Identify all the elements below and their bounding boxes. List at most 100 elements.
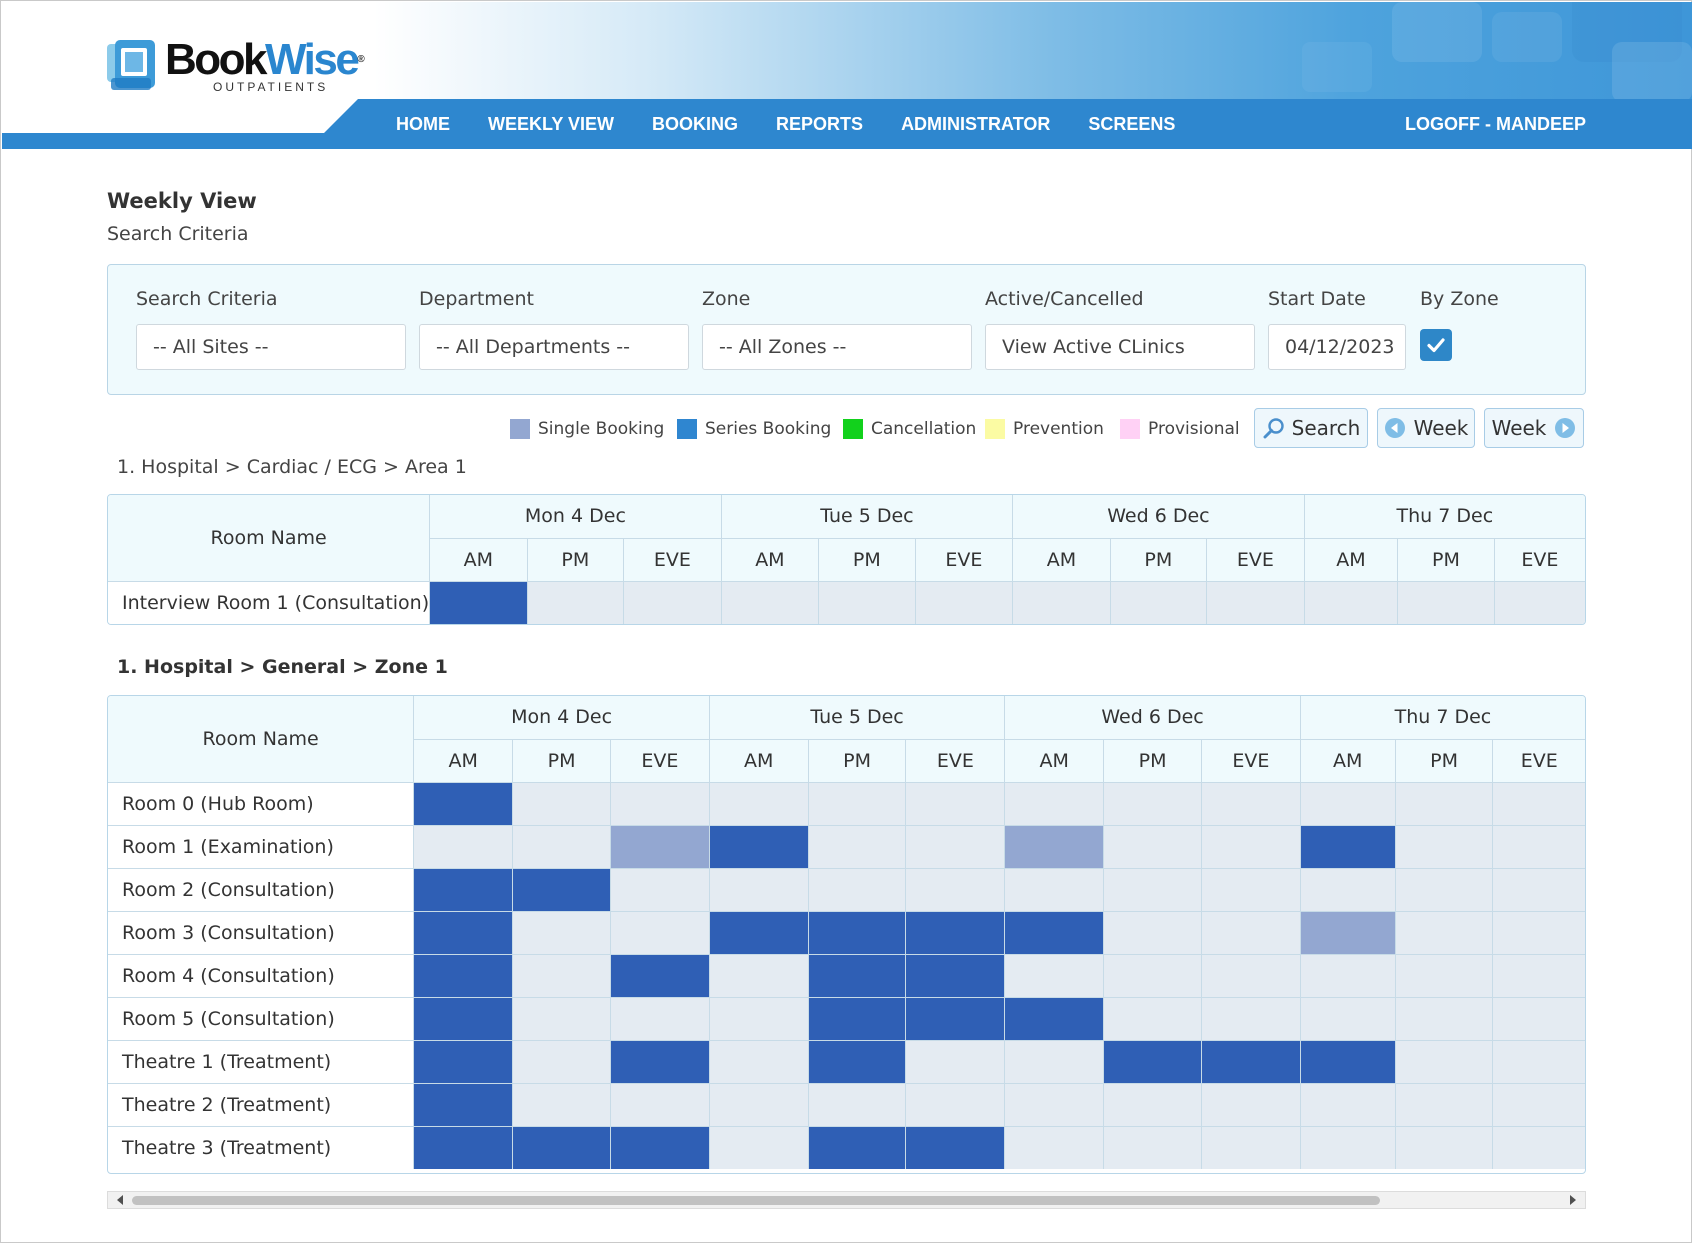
empty-slot-cell[interactable] bbox=[708, 996, 809, 1041]
prev-week-button[interactable]: Week bbox=[1377, 408, 1475, 448]
empty-slot-cell[interactable] bbox=[609, 996, 710, 1041]
series-booking-cell[interactable] bbox=[905, 910, 1006, 955]
series-booking-cell[interactable] bbox=[905, 953, 1006, 998]
empty-slot-cell[interactable] bbox=[609, 910, 710, 955]
empty-slot-cell[interactable] bbox=[807, 1082, 907, 1127]
start-date-input[interactable]: 04/12/2023 bbox=[1268, 324, 1406, 370]
empty-slot-cell[interactable] bbox=[1492, 867, 1585, 912]
empty-slot-cell[interactable] bbox=[512, 824, 611, 869]
room-name[interactable]: Theatre 1 (Treatment) bbox=[108, 1039, 415, 1084]
empty-slot-cell[interactable] bbox=[1299, 953, 1396, 998]
empty-slot-cell[interactable] bbox=[512, 996, 611, 1041]
empty-slot-cell[interactable] bbox=[1200, 1082, 1301, 1127]
room-name[interactable]: Interview Room 1 (Consultation) bbox=[108, 580, 431, 624]
series-booking-cell[interactable] bbox=[609, 1125, 710, 1169]
room-name[interactable]: Room 0 (Hub Room) bbox=[108, 781, 415, 826]
scroll-left-icon[interactable] bbox=[117, 1195, 123, 1205]
empty-slot-cell[interactable] bbox=[1394, 996, 1494, 1041]
series-booking-cell[interactable] bbox=[512, 1125, 611, 1169]
series-booking-cell[interactable] bbox=[905, 1125, 1006, 1169]
series-booking-cell[interactable] bbox=[1004, 996, 1105, 1041]
empty-slot-cell[interactable] bbox=[1004, 953, 1105, 998]
empty-slot-cell[interactable] bbox=[1103, 953, 1202, 998]
empty-slot-cell[interactable] bbox=[914, 580, 1014, 624]
empty-slot-cell[interactable] bbox=[1492, 1125, 1585, 1169]
series-booking-cell[interactable] bbox=[807, 953, 907, 998]
by-zone-checkbox[interactable] bbox=[1420, 329, 1452, 361]
series-booking-cell[interactable] bbox=[1103, 1039, 1202, 1084]
series-booking-cell[interactable] bbox=[1299, 824, 1396, 869]
empty-slot-cell[interactable] bbox=[905, 1082, 1006, 1127]
empty-slot-cell[interactable] bbox=[512, 953, 611, 998]
empty-slot-cell[interactable] bbox=[1200, 910, 1301, 955]
department-select[interactable]: -- All Departments -- bbox=[419, 324, 689, 370]
horizontal-scrollbar[interactable] bbox=[107, 1191, 1586, 1209]
series-booking-cell[interactable] bbox=[1004, 910, 1105, 955]
empty-slot-cell[interactable] bbox=[1103, 996, 1202, 1041]
empty-slot-cell[interactable] bbox=[708, 1039, 809, 1084]
series-booking-cell[interactable] bbox=[413, 1125, 514, 1169]
series-booking-cell[interactable] bbox=[905, 996, 1006, 1041]
series-booking-cell[interactable] bbox=[708, 824, 809, 869]
series-booking-cell[interactable] bbox=[1200, 1039, 1301, 1084]
empty-slot-cell[interactable] bbox=[807, 781, 907, 826]
empty-slot-cell[interactable] bbox=[1103, 824, 1202, 869]
zone-select[interactable]: -- All Zones -- bbox=[702, 324, 972, 370]
empty-slot-cell[interactable] bbox=[1004, 1082, 1105, 1127]
empty-slot-cell[interactable] bbox=[1492, 781, 1585, 826]
series-booking-cell[interactable] bbox=[807, 1039, 907, 1084]
empty-slot-cell[interactable] bbox=[1004, 1125, 1105, 1169]
empty-slot-cell[interactable] bbox=[1492, 996, 1585, 1041]
empty-slot-cell[interactable] bbox=[1493, 580, 1585, 624]
empty-slot-cell[interactable] bbox=[512, 1082, 611, 1127]
empty-slot-cell[interactable] bbox=[1200, 953, 1301, 998]
empty-slot-cell[interactable] bbox=[905, 1039, 1006, 1084]
empty-slot-cell[interactable] bbox=[1004, 867, 1105, 912]
series-booking-cell[interactable] bbox=[807, 996, 907, 1041]
empty-slot-cell[interactable] bbox=[1200, 1125, 1301, 1169]
room-name[interactable]: Room 3 (Consultation) bbox=[108, 910, 415, 955]
empty-slot-cell[interactable] bbox=[720, 580, 820, 624]
empty-slot-cell[interactable] bbox=[807, 867, 907, 912]
empty-slot-cell[interactable] bbox=[1492, 1039, 1585, 1084]
nav-reports[interactable]: REPORTS bbox=[776, 113, 864, 134]
series-booking-cell[interactable] bbox=[708, 910, 809, 955]
empty-slot-cell[interactable] bbox=[1394, 824, 1494, 869]
scroll-right-icon[interactable] bbox=[1570, 1195, 1576, 1205]
empty-slot-cell[interactable] bbox=[413, 824, 514, 869]
empty-slot-cell[interactable] bbox=[1394, 1125, 1494, 1169]
empty-slot-cell[interactable] bbox=[1004, 1039, 1105, 1084]
empty-slot-cell[interactable] bbox=[1394, 1039, 1494, 1084]
empty-slot-cell[interactable] bbox=[1394, 1082, 1494, 1127]
series-booking-cell[interactable] bbox=[609, 953, 710, 998]
empty-slot-cell[interactable] bbox=[905, 824, 1006, 869]
empty-slot-cell[interactable] bbox=[905, 867, 1006, 912]
next-week-button[interactable]: Week bbox=[1484, 408, 1584, 448]
series-booking-cell[interactable] bbox=[429, 580, 528, 624]
empty-slot-cell[interactable] bbox=[1299, 1125, 1396, 1169]
empty-slot-cell[interactable] bbox=[1299, 1082, 1396, 1127]
empty-slot-cell[interactable] bbox=[708, 781, 809, 826]
single-booking-cell[interactable] bbox=[1299, 910, 1396, 955]
scrollbar-thumb[interactable] bbox=[132, 1196, 1380, 1205]
nav-administrator[interactable]: ADMINISTRATOR bbox=[901, 113, 1051, 134]
series-booking-cell[interactable] bbox=[413, 1039, 514, 1084]
room-name[interactable]: Room 4 (Consultation) bbox=[108, 953, 415, 998]
empty-slot-cell[interactable] bbox=[609, 781, 710, 826]
empty-slot-cell[interactable] bbox=[1103, 1125, 1202, 1169]
empty-slot-cell[interactable] bbox=[512, 781, 611, 826]
nav-weekly-view[interactable]: WEEKLY VIEW bbox=[488, 113, 615, 134]
empty-slot-cell[interactable] bbox=[1397, 580, 1495, 624]
series-booking-cell[interactable] bbox=[512, 867, 611, 912]
empty-slot-cell[interactable] bbox=[1103, 867, 1202, 912]
logoff-link[interactable]: LOGOFF - MANDEEP bbox=[1405, 114, 1586, 134]
empty-slot-cell[interactable] bbox=[1299, 996, 1396, 1041]
empty-slot-cell[interactable] bbox=[1012, 580, 1111, 624]
empty-slot-cell[interactable] bbox=[1200, 867, 1301, 912]
nav-screens[interactable]: SCREENS bbox=[1088, 113, 1176, 134]
empty-slot-cell[interactable] bbox=[609, 1082, 710, 1127]
series-booking-cell[interactable] bbox=[413, 867, 514, 912]
empty-slot-cell[interactable] bbox=[1299, 781, 1396, 826]
empty-slot-cell[interactable] bbox=[1299, 867, 1396, 912]
series-booking-cell[interactable] bbox=[1299, 1039, 1396, 1084]
